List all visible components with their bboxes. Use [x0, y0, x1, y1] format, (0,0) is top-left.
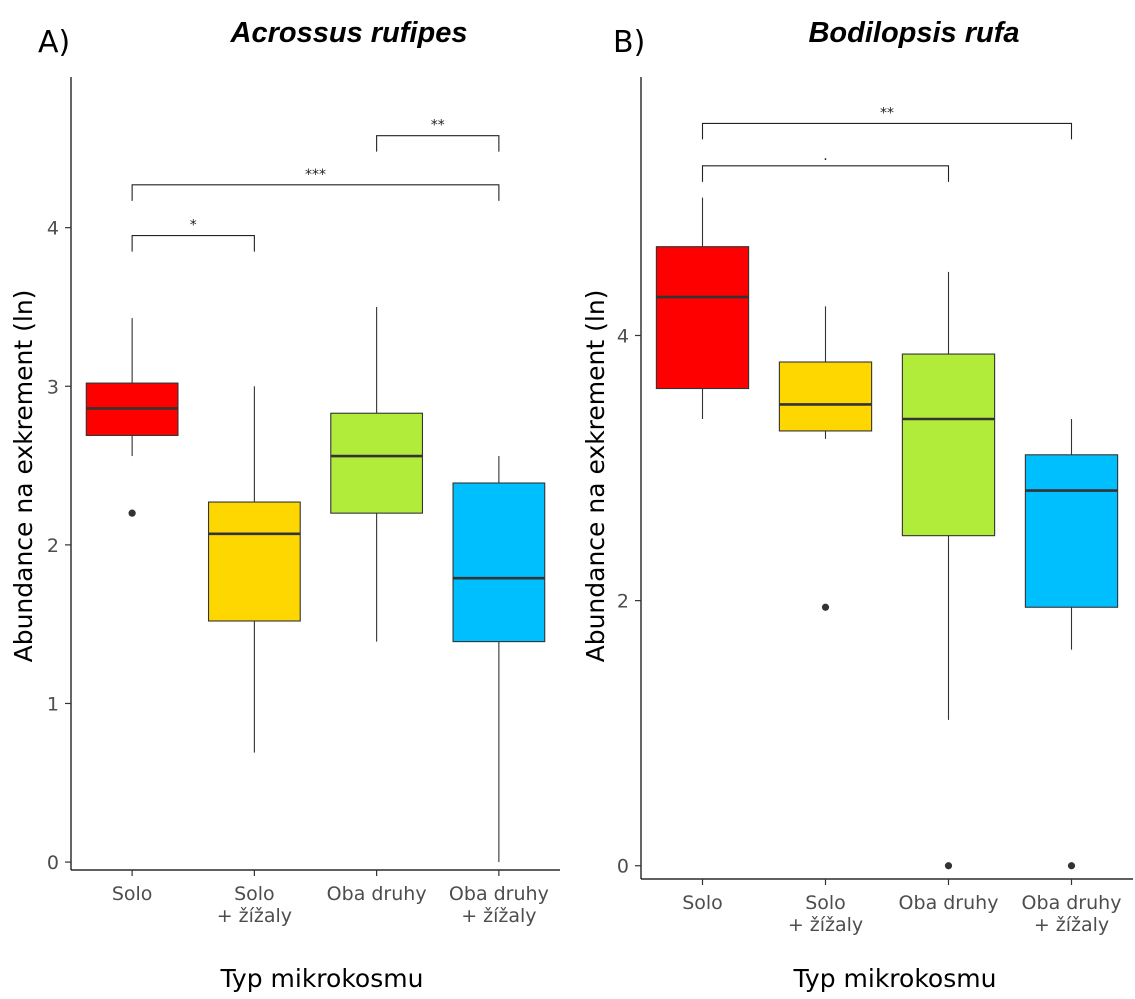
- significance-label: **: [880, 105, 894, 121]
- x-tick-label: Solo: [234, 883, 275, 905]
- y-tick-label: 3: [47, 376, 59, 398]
- significance-label: **: [431, 118, 445, 134]
- significance-bracket: [131, 184, 500, 201]
- panel-a: A) Acrossus rufipes Abundance na exkreme…: [9, 17, 560, 993]
- x-tick-label: + žížaly: [461, 905, 536, 927]
- x-tick-label: + žížaly: [788, 914, 863, 936]
- y-tick-label: 1: [47, 693, 59, 715]
- x-tick-label: + žížaly: [1034, 914, 1109, 936]
- x-tick-label: Oba druhy: [1022, 892, 1122, 914]
- box: [655, 246, 750, 390]
- x-tick-label: + žížaly: [217, 905, 292, 927]
- significance-bracket: [701, 165, 950, 182]
- y-tick-label: 0: [47, 852, 59, 874]
- box: [1024, 454, 1119, 608]
- outlier-point: [821, 603, 830, 611]
- significance-label: *: [190, 218, 197, 234]
- x-tick-label: Solo: [682, 892, 723, 914]
- significance-bracket: [131, 235, 255, 252]
- chart-title: Acrossus rufipes: [230, 17, 468, 49]
- panel-label: A): [38, 25, 70, 60]
- x-axis-title: Typ mikrokosmu: [220, 964, 424, 993]
- x-axis-title: Typ mikrokosmu: [793, 964, 997, 993]
- x-tick-label: Oba druhy: [899, 892, 999, 914]
- chart-title: Bodilopsis rufa: [808, 17, 1019, 49]
- outlier-point: [128, 509, 136, 517]
- outlier-point: [1067, 862, 1076, 870]
- significance-bracket: [701, 122, 1073, 140]
- y-axis-title: Abundance na exkrement (ln): [581, 290, 610, 663]
- box: [452, 482, 546, 643]
- box: [901, 353, 996, 537]
- panel-label: B): [613, 25, 645, 60]
- outlier-point: [944, 862, 953, 870]
- y-tick-label: 4: [47, 218, 59, 240]
- box: [330, 412, 424, 514]
- y-tick-label: 2: [617, 591, 629, 613]
- y-axis-title: Abundance na exkrement (ln): [9, 290, 38, 663]
- x-tick-label: Solo: [805, 892, 846, 914]
- significance-label: ***: [305, 167, 326, 183]
- y-tick-label: 2: [47, 535, 59, 557]
- box: [207, 501, 301, 622]
- y-tick-label: 0: [617, 856, 629, 878]
- y-tick-label: 4: [617, 325, 629, 347]
- box: [778, 361, 873, 432]
- x-tick-label: Oba druhy: [327, 883, 427, 905]
- x-tick-label: Oba druhy: [449, 883, 549, 905]
- panel-b: B) Bodilopsis rufa Abundance na exkremen…: [581, 17, 1133, 993]
- significance-bracket: [376, 135, 500, 152]
- x-tick-label: Solo: [112, 883, 153, 905]
- significance-label: .: [823, 148, 827, 164]
